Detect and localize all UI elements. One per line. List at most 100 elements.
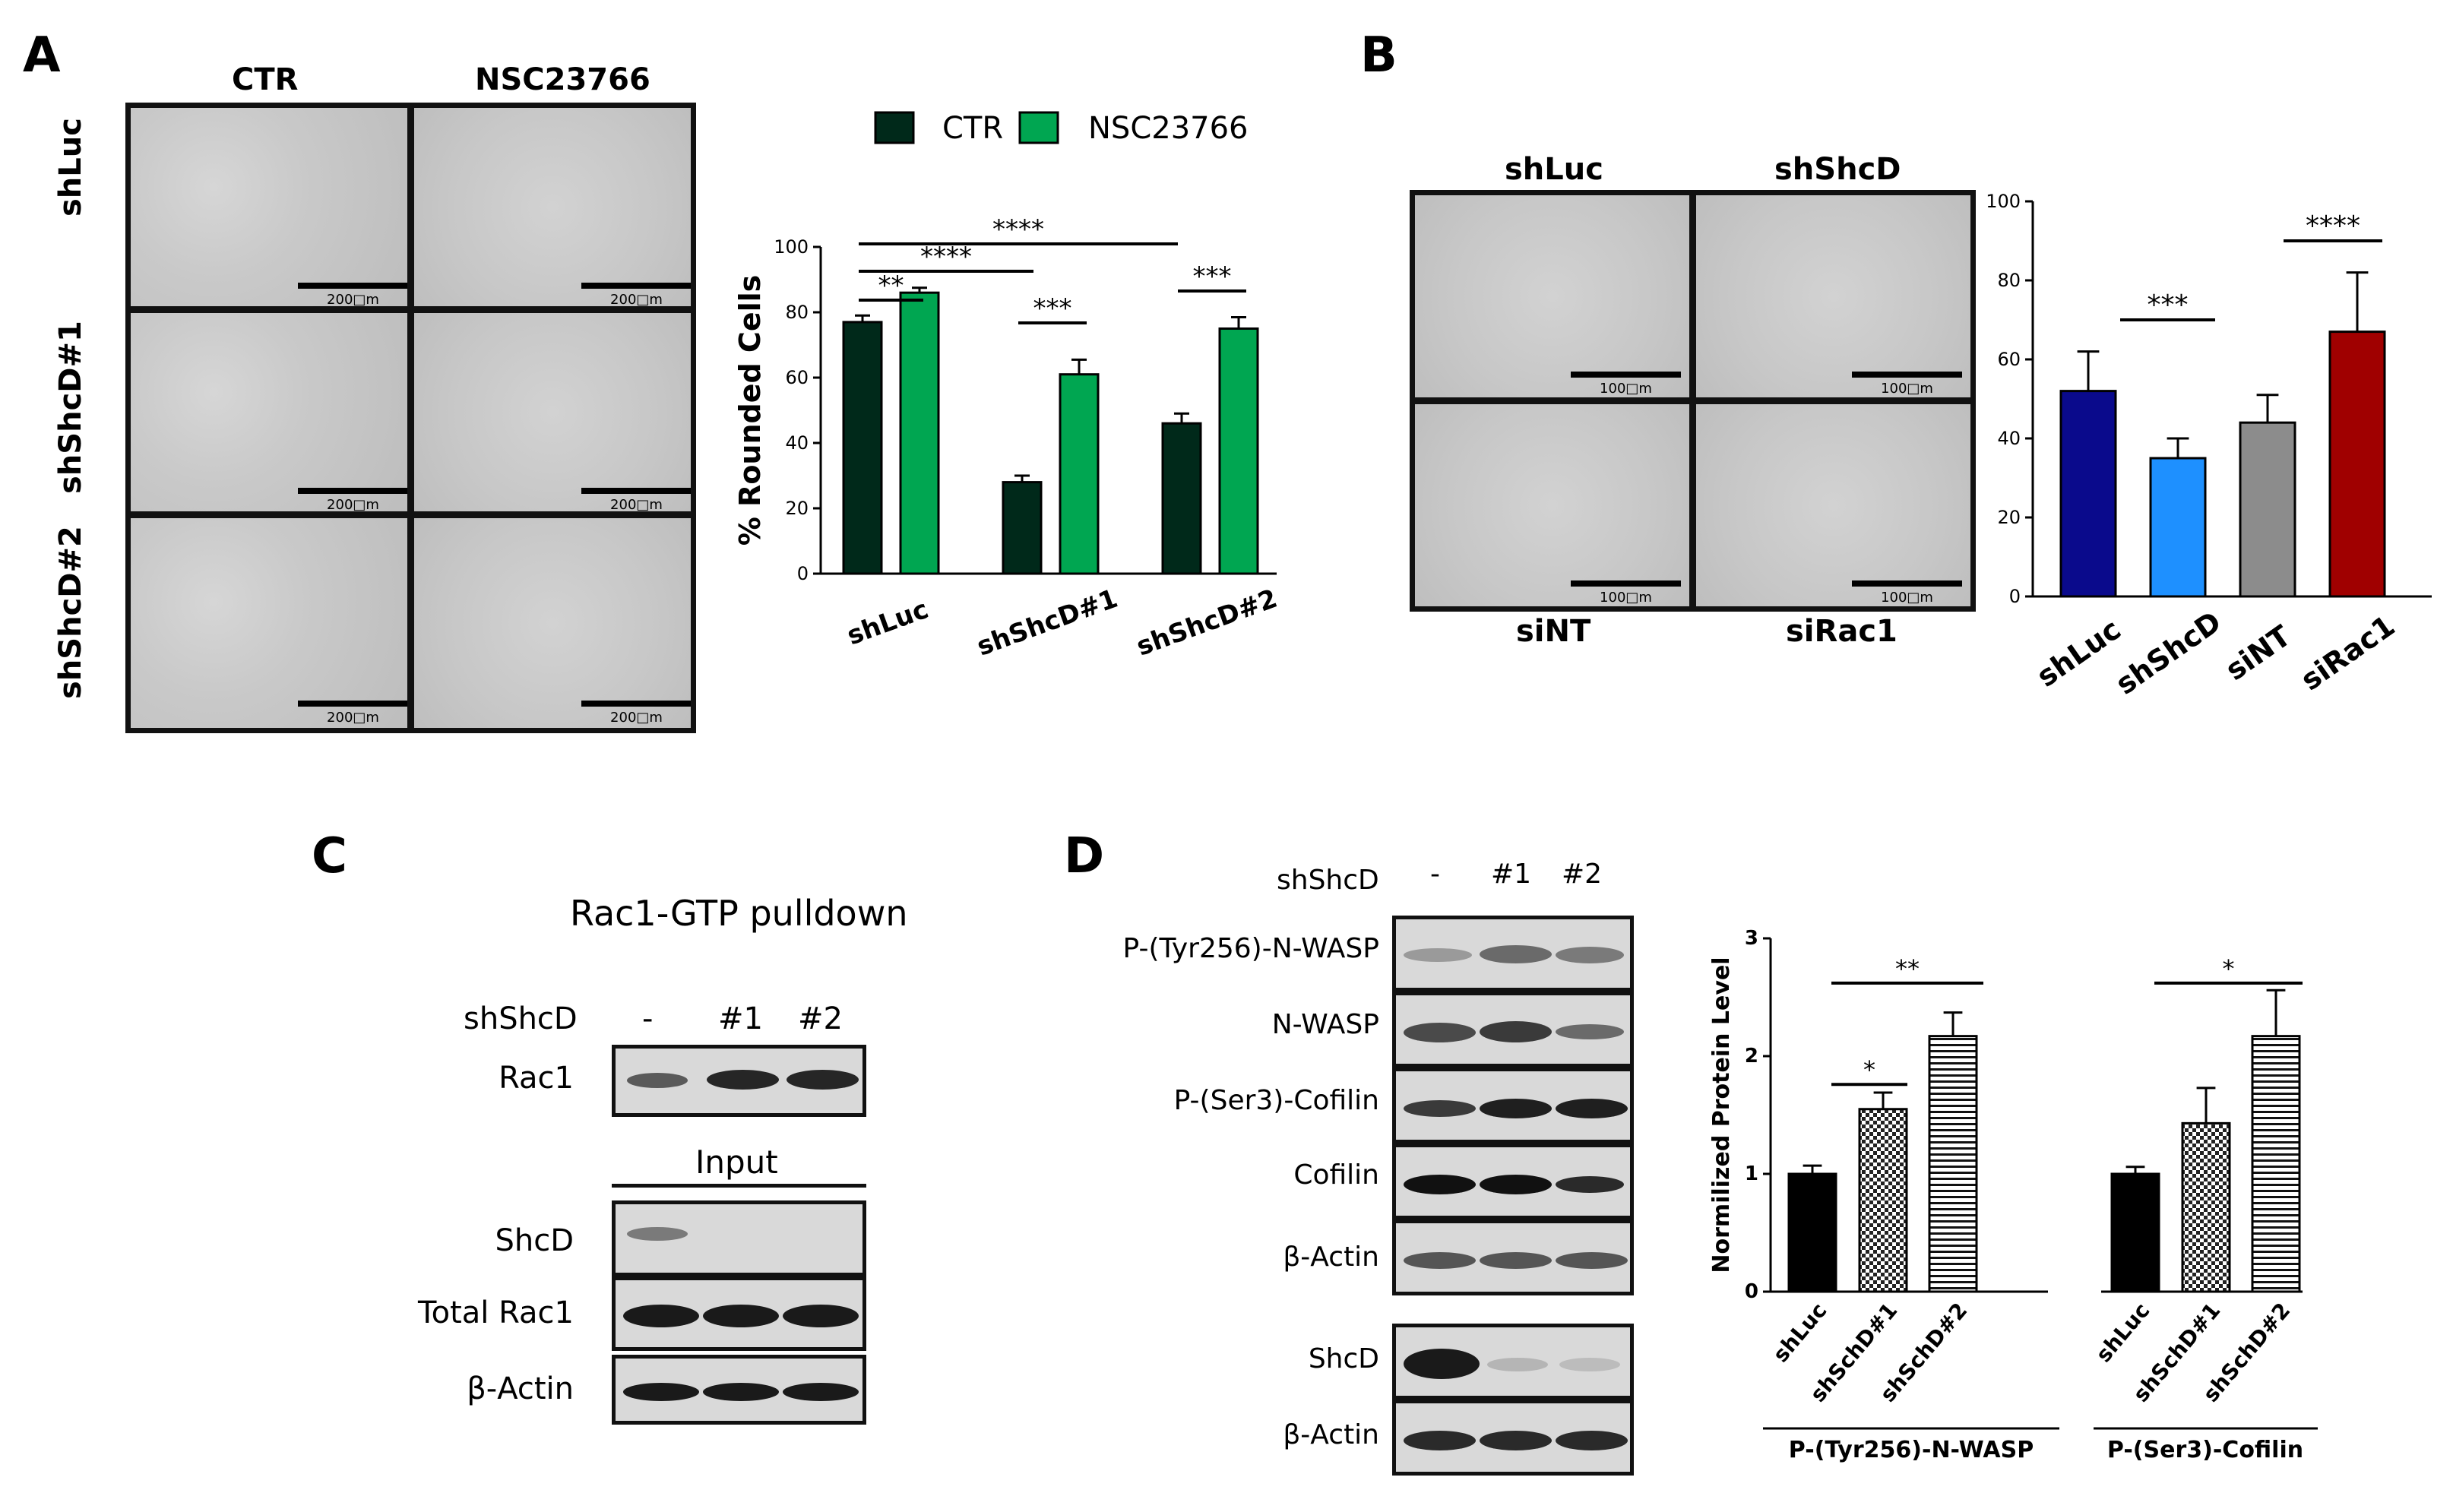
- x-tick-label: shLuc: [2091, 1298, 2155, 1367]
- bar-sirac1: [2328, 331, 2386, 598]
- top-header-shluc: shLuc: [1505, 152, 1603, 187]
- legend-label-ctr: CTR: [942, 111, 1003, 146]
- y-tick-label: 2: [1745, 1045, 1758, 1068]
- d-row-beta-actin-2: β-Actin: [1283, 1419, 1379, 1450]
- bottom-header-sint: siNT: [1516, 614, 1591, 649]
- group-label-nwasp: P-(Tyr256)-N-WASP: [1789, 1437, 2034, 1463]
- sig-shshcd1: ***: [1033, 293, 1072, 324]
- legend-swatch-ctr: [874, 111, 915, 144]
- blot-cofilin: [1392, 1143, 1634, 1219]
- top-header-shshcd: shShcD: [1774, 152, 1901, 187]
- x-tick-label: shShcD#2: [1132, 584, 1281, 663]
- scale-label: 100□m: [1881, 590, 1933, 606]
- y-tick-label: 20: [785, 498, 809, 519]
- micrograph-a-shluc-ctr: 200□m: [125, 103, 413, 312]
- sig-nwasp-1: *: [1863, 1055, 1875, 1084]
- bar-2: [1928, 1035, 1978, 1293]
- blot-p-cofilin: [1392, 1068, 1634, 1143]
- sig-nwasp-2: **: [1895, 954, 1920, 983]
- y-tick-label: 0: [1745, 1280, 1758, 1303]
- bar-ctr-2: [1161, 422, 1202, 575]
- y-tick-label: 100: [1986, 191, 2021, 212]
- scale-label: 200□m: [327, 292, 379, 308]
- c-row-shcd: ShcD: [495, 1223, 574, 1258]
- micrograph-b-shluc: 100□m: [1410, 190, 1695, 403]
- bar-nsc23766-2: [1218, 327, 1259, 575]
- scale-label: 200□m: [327, 497, 379, 513]
- bar-sint: [2239, 421, 2296, 598]
- d-row-p-nwasp: P-(Tyr256)-N-WASP: [1122, 933, 1379, 964]
- pulldown-title: Rac1-GTP pulldown: [570, 893, 908, 934]
- x-tick-label: siRac1: [2295, 609, 2401, 697]
- c-lane-header: shShcD: [464, 1001, 578, 1036]
- sig-shluc: **: [878, 270, 904, 301]
- blot-beta-actin-d2: [1392, 1400, 1634, 1476]
- panel-label-d: D: [1064, 828, 1105, 884]
- bar-5: [2251, 1035, 2301, 1293]
- scale-label: 100□m: [1600, 381, 1652, 397]
- y-tick-label: 0: [2009, 586, 2021, 607]
- y-axis-label: Normilized Protein Level: [1708, 957, 1735, 1273]
- scale-label: 200□m: [327, 710, 379, 726]
- c-row-rac1: Rac1: [499, 1061, 574, 1096]
- bar-ctr-1: [1002, 481, 1043, 575]
- blot-beta-actin-d1: [1392, 1219, 1634, 1295]
- x-tick-label: shLuc: [843, 594, 932, 651]
- micrograph-b-sirac1: 100□m: [1691, 399, 1976, 612]
- y-tick-label: 0: [797, 563, 809, 584]
- blot-shcd-input: [612, 1200, 866, 1276]
- blot-shcd-d: [1392, 1324, 1634, 1400]
- sig-sint-sirac1: ****: [2306, 210, 2360, 242]
- d-row-nwasp: N-WASP: [1271, 1009, 1379, 1040]
- sig-shluc-shshcd: ***: [2148, 289, 2189, 321]
- legend-label-nsc23766: NSC23766: [1088, 111, 1249, 146]
- x-tick-label: shLuc: [2030, 612, 2126, 694]
- y-tick-label: 80: [1997, 270, 2021, 291]
- scale-label: 200□m: [610, 292, 663, 308]
- bottom-header-sirac1: siRac1: [1786, 614, 1898, 649]
- row-label-shshcd1: shShcD#1: [53, 321, 88, 494]
- blot-rac1-pulldown: [612, 1045, 866, 1117]
- row-label-shluc: shLuc: [53, 118, 88, 217]
- input-underline: [612, 1184, 866, 1188]
- y-tick-label: 1: [1745, 1162, 1758, 1185]
- blot-nwasp: [1392, 992, 1634, 1068]
- c-lane-2: #1: [718, 1001, 763, 1036]
- x-tick-label: shShcD: [2110, 605, 2227, 701]
- bar-shshcd: [2149, 457, 2207, 598]
- x-tick-label: shShcD#1: [973, 584, 1122, 663]
- d-row-p-cofilin: P-(Ser3)-Cofilin: [1173, 1085, 1379, 1116]
- micrograph-a-shluc-nsc: 200□m: [409, 103, 696, 312]
- d-lane-1: -: [1430, 859, 1440, 890]
- col-header-ctr: CTR: [232, 62, 299, 97]
- legend-swatch-nsc23766: [1018, 111, 1059, 144]
- x-tick-label: siNT: [2220, 619, 2297, 688]
- micrograph-b-sint: 100□m: [1410, 399, 1695, 612]
- y-tick-label: 100: [774, 236, 809, 258]
- c-lane-3: #2: [798, 1001, 843, 1036]
- y-axis-label: % Rounded Cells: [733, 275, 767, 546]
- d-lane-3: #2: [1562, 859, 1603, 890]
- sig-shluc-shshcd2: ****: [992, 214, 1044, 245]
- d-lane-2: #1: [1491, 859, 1532, 890]
- bar-4: [2181, 1121, 2231, 1293]
- micrograph-a-shshcd2-ctr: 200□m: [125, 513, 413, 733]
- panel-label-c: C: [312, 828, 347, 884]
- micrograph-b-shshcd: 100□m: [1691, 190, 1976, 403]
- y-tick-label: 40: [1997, 428, 2021, 449]
- panel-label-b: B: [1360, 27, 1397, 84]
- bar-nsc23766-1: [1059, 373, 1100, 575]
- sig-cofilin: *: [2223, 954, 2235, 983]
- row-label-shshcd2: shShcD#2: [53, 526, 88, 699]
- d-row-beta-actin: β-Actin: [1283, 1242, 1379, 1273]
- rounded-cells-chart: 0 20 40 60 80 100 % Rounded Cells shLuc shShcD#1…: [733, 111, 1281, 663]
- d-row-shcd: ShcD: [1308, 1343, 1379, 1374]
- bar-1: [1858, 1108, 1908, 1293]
- sig-shshcd2: ***: [1193, 261, 1232, 292]
- y-tick-label: 3: [1745, 927, 1758, 950]
- blot-p-nwasp: [1392, 916, 1634, 992]
- scale-label: 100□m: [1881, 381, 1933, 397]
- micrograph-a-shshcd2-nsc: 200□m: [409, 513, 696, 733]
